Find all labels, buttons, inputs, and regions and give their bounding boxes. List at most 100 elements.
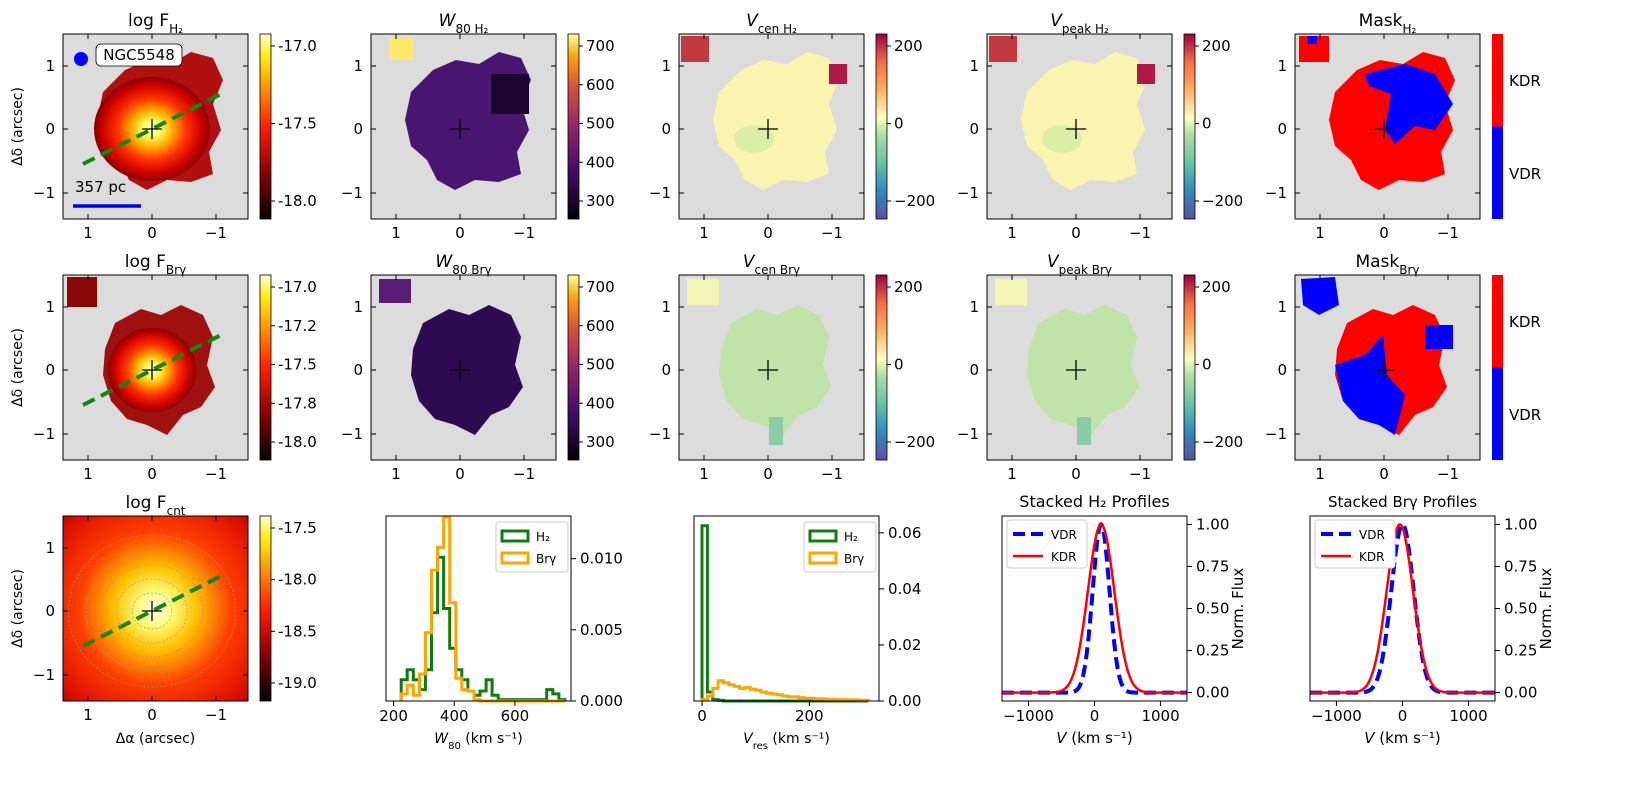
histogram-brg	[700, 679, 870, 702]
panel-title: Stacked Brγ Profiles	[1328, 493, 1477, 511]
x-tick-label: 0	[147, 465, 157, 483]
velocity-patch	[1042, 125, 1082, 153]
contour	[85, 550, 219, 672]
y-tick-label: 1.00	[1504, 515, 1537, 533]
galaxy-marker	[74, 52, 88, 66]
x-tick-label: 0	[1071, 224, 1081, 242]
profile-panel-3: Stacked H₂ Profiles −1000 0 1000 1.00 0.75 0.5…	[1001, 492, 1247, 747]
colorbar-label: -18.5	[278, 622, 317, 640]
y-tick-label: 0.00	[1196, 684, 1229, 702]
map-frame	[62, 274, 249, 461]
colorbar-label: 300	[586, 433, 615, 451]
y-tick-label: 0	[45, 361, 55, 379]
histogram-panel-1: 200 400 600 0.010 0.005 0.000 H₂ Brγ W80 (km s⁻¹…	[379, 515, 623, 752]
colorbar-label: -18.0	[278, 433, 317, 451]
map-frame	[986, 33, 1173, 220]
x-tick-label: 0	[1379, 224, 1389, 242]
w80-dark-patch	[491, 74, 529, 114]
panel-r1-c2: Vcen Brγ 200 0 −200 1 0 −1 1 0 −1	[649, 252, 935, 483]
x-tick-label: 0	[147, 224, 157, 242]
legend-label: KDR	[1359, 550, 1384, 564]
histogram-h2	[399, 555, 567, 702]
panel-title: W80 H₂	[439, 11, 489, 36]
y-tick-label: 0	[661, 361, 671, 379]
velocity-region	[713, 52, 839, 190]
y-tick-label: 0.50	[1504, 600, 1537, 618]
mask-label: KDR	[1509, 313, 1541, 331]
x-tick-label: 1	[699, 465, 709, 483]
profile-panel-4: Stacked Brγ Profiles −1000 0 1000 1.00 0.75 0.…	[1309, 493, 1555, 747]
x-tick-label: 1	[391, 465, 401, 483]
pa-line	[82, 574, 222, 648]
colorbar-label: 0	[1202, 356, 1212, 374]
x-tick-label: −1	[1129, 465, 1151, 483]
panel-title: Vpeak Brγ	[1047, 252, 1112, 277]
colorbar-flux-brg	[259, 274, 272, 461]
x-tick-label: 1	[83, 224, 93, 242]
y-tick-label: 1	[45, 298, 55, 316]
y-tick-label: −1	[649, 184, 671, 202]
x-tick-label: 0	[697, 707, 707, 725]
x-tick-label: −1	[1437, 465, 1459, 483]
x-tick-label: 0	[1398, 707, 1408, 725]
y-tick-label: 0	[969, 120, 979, 138]
y-tick-label: −1	[33, 184, 55, 202]
panel-r0-c2: Vcen H₂ 200 0 −200 1 0 −1 1 0 −1	[649, 11, 935, 242]
x-tick-label: 1	[1315, 224, 1325, 242]
y-tick-label: 1	[353, 298, 363, 316]
panel-title: MaskBrγ	[1355, 252, 1419, 277]
x-tick-label: 0	[455, 465, 465, 483]
y-tick-label: 0	[45, 120, 55, 138]
legend-swatch	[500, 529, 530, 543]
colorbar-w80-h2	[567, 33, 580, 220]
panel-title: Vcen H₂	[746, 11, 797, 36]
x-tick-label: 1000	[1449, 707, 1487, 725]
colorbar-label: 300	[586, 192, 615, 210]
y-tick-label: −1	[1265, 184, 1287, 202]
legend-swatch	[808, 551, 838, 565]
panel-r0-c3: Vpeak H₂ 200 0 −200 1 0 −1 1 0 −1	[957, 11, 1243, 242]
x-tick-label: 0	[1090, 707, 1100, 725]
y-tick-label: 0.005	[580, 621, 623, 639]
colorbar-label: 600	[586, 317, 615, 335]
colorbar-label: -17.8	[278, 394, 317, 412]
x-tick-label: −1000	[1003, 707, 1054, 725]
y-axis-label: Δδ (arcsec)	[10, 328, 26, 407]
mask-bar-kdr	[1492, 275, 1503, 368]
x-tick-label: 200	[379, 707, 408, 725]
y-axis-label: Norm. Flux	[1537, 568, 1555, 650]
map-frame	[678, 274, 865, 461]
x-tick-label: −1	[205, 465, 227, 483]
y-tick-label: 0.02	[888, 636, 921, 654]
colorbar-label: 700	[586, 37, 615, 55]
x-tick-label: −1000	[1311, 707, 1362, 725]
pa-line	[82, 333, 222, 407]
map-frame	[62, 33, 249, 220]
x-tick-label: 0	[763, 224, 773, 242]
legend-swatch	[500, 551, 530, 565]
scalebar-label: 357 pc	[75, 178, 126, 196]
y-tick-label: −1	[1265, 425, 1287, 443]
y-tick-label: 0	[1277, 120, 1287, 138]
x-tick-label: 1	[391, 224, 401, 242]
vdr-region	[1335, 335, 1405, 435]
x-tick-label: 0	[147, 706, 157, 724]
y-tick-label: 1	[969, 298, 979, 316]
flux-patch	[67, 277, 97, 307]
colorbar-label: −200	[1202, 192, 1243, 210]
y-tick-label: 0.000	[580, 692, 623, 710]
x-tick-label: −1	[1437, 224, 1459, 242]
velocity-region	[1021, 52, 1147, 190]
map-frame	[986, 274, 1173, 461]
panel-title: Stacked H₂ Profiles	[1019, 492, 1169, 511]
panel-title: Vpeak H₂	[1050, 11, 1109, 36]
colorbar-vcen-brg	[875, 274, 888, 461]
colorbar-vpeak-h2	[1183, 33, 1196, 220]
panel-title: log FH₂	[128, 11, 183, 36]
colorbar-label: 200	[894, 278, 923, 296]
colorbar-label: -17.0	[278, 278, 317, 296]
velocity-patch	[734, 125, 774, 153]
x-tick-label: 200	[795, 707, 824, 725]
map-frame	[678, 33, 865, 220]
